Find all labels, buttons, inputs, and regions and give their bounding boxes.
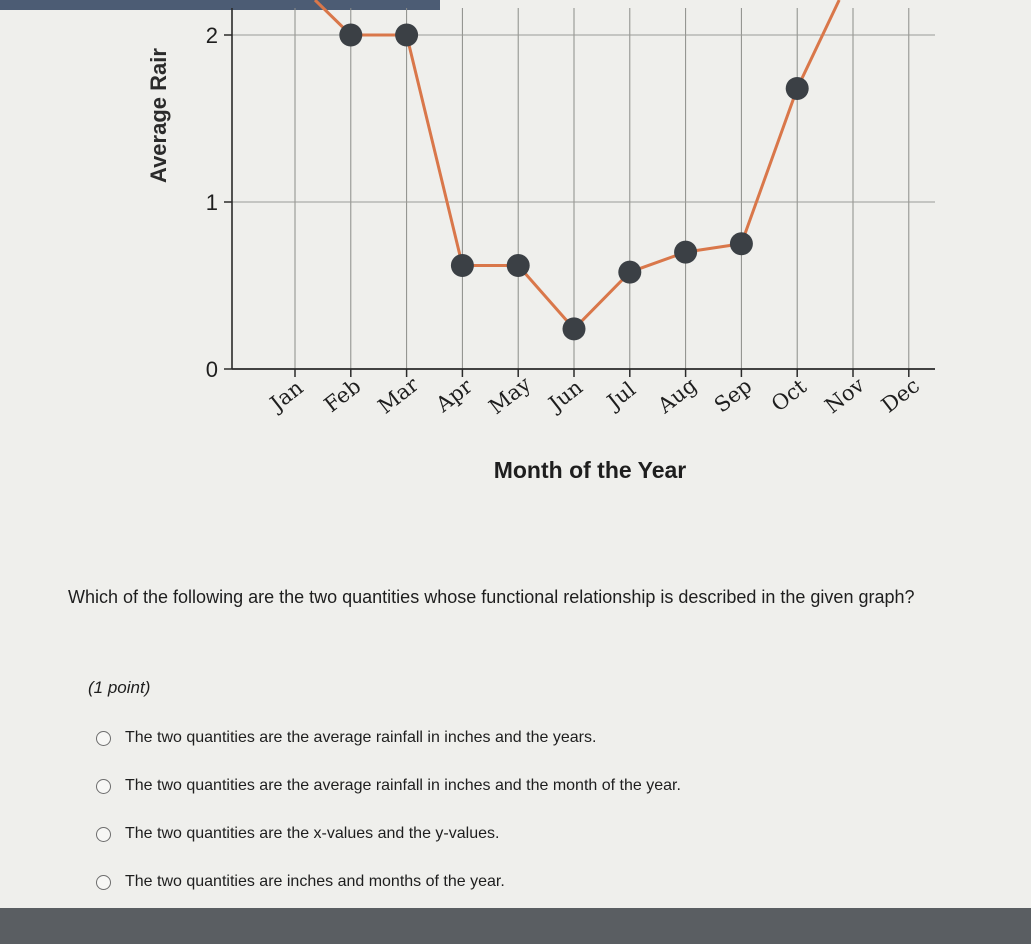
question-text: Which of the following are the two quant…: [68, 587, 915, 607]
answer-option-3[interactable]: The two quantities are the x-values and …: [96, 822, 681, 846]
rainfall-line-chart: 0 1 2 Jan Feb Mar Apr May Jun Jul Aug Sep Oct Nov Dec…: [146, 0, 935, 483]
x-tick-label: Nov: [820, 373, 869, 418]
x-tick-label: Jul: [601, 377, 640, 415]
y-tick-label: 1: [206, 190, 218, 215]
data-point: [562, 317, 586, 341]
x-tick-labels: Jan Feb Mar Apr May Jun Jul Aug Sep Oct Nov Dec: [264, 372, 924, 419]
x-tick-label: Apr: [431, 374, 478, 418]
answer-option-2[interactable]: The two quantities are the average rainf…: [96, 774, 681, 798]
radio-button[interactable]: [96, 778, 111, 794]
x-tick-label: Dec: [877, 373, 924, 417]
answer-option-label: The two quantities are inches and months…: [125, 873, 505, 890]
data-point: [674, 240, 698, 264]
x-axis-label: Month of the Year: [494, 457, 687, 483]
answer-choices: The two quantities are the average rainf…: [96, 726, 681, 918]
answer-option-label: The two quantities are the x-values and …: [125, 825, 500, 842]
x-tick-label: Mar: [374, 372, 424, 419]
data-point: [395, 23, 419, 47]
data-point: [339, 23, 363, 47]
data-point: [785, 76, 809, 100]
answer-option-label: The two quantities are the average rainf…: [125, 729, 597, 746]
x-tick-label: Aug: [653, 373, 702, 418]
data-point: [450, 253, 474, 277]
x-tick-label: Jan: [264, 375, 308, 416]
x-tick-label: May: [484, 372, 535, 419]
answer-option-label: The two quantities are the average rainf…: [125, 777, 681, 794]
question-points: (1 point): [88, 678, 151, 697]
answer-option-4[interactable]: The two quantities are inches and months…: [96, 870, 681, 894]
data-point: [506, 253, 530, 277]
radio-button[interactable]: [96, 730, 111, 746]
chart-gridlines: [232, 8, 935, 369]
rainfall-series: [313, 0, 841, 341]
y-tick-label: 0: [206, 357, 218, 382]
x-tick-label: Jun: [543, 375, 587, 417]
y-axis-label: Average Rair: [146, 48, 171, 183]
data-point: [618, 260, 642, 284]
x-tick-label: Oct: [767, 374, 812, 416]
answer-option-1[interactable]: The two quantities are the average rainf…: [96, 726, 681, 750]
x-tick-label: Feb: [320, 374, 366, 417]
top-edge-bar: [0, 0, 440, 10]
x-tick-label: Sep: [710, 374, 757, 418]
y-tick-label: 2: [206, 23, 218, 48]
radio-button[interactable]: [96, 826, 111, 842]
data-point: [729, 232, 753, 256]
bottom-bar: [0, 908, 1031, 944]
rainfall-line: [313, 0, 841, 331]
y-tick-labels: 0 1 2: [206, 23, 218, 382]
chart-axes: [224, 8, 935, 377]
radio-button[interactable]: [96, 874, 111, 890]
